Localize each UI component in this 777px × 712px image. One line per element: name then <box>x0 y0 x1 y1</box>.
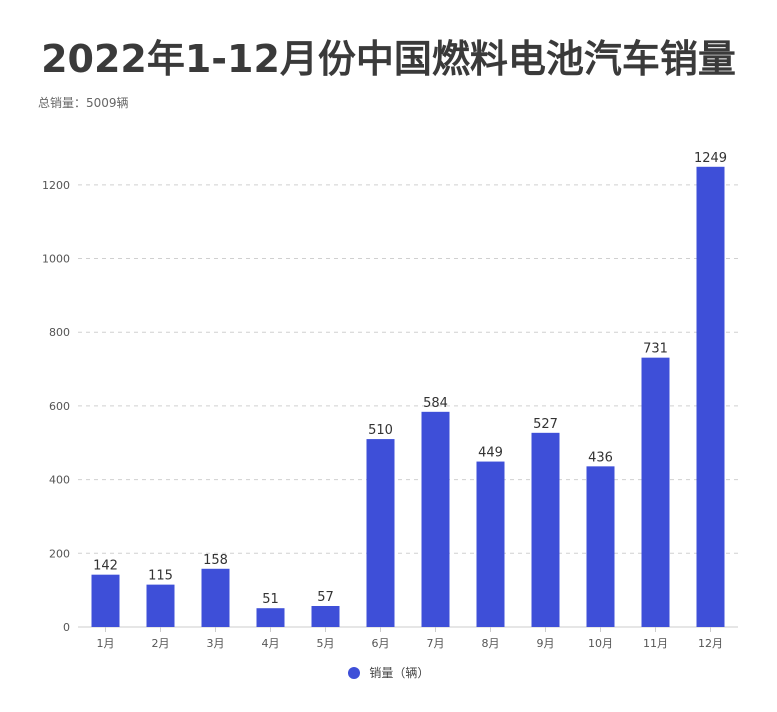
x-tick-label: 2月 <box>152 637 170 650</box>
y-tick-label: 1200 <box>42 179 70 192</box>
chart-subtitle: 总销量：5009辆 <box>38 96 129 110</box>
bar[interactable] <box>366 439 395 627</box>
data-label: 510 <box>368 423 393 438</box>
bar[interactable] <box>586 466 615 627</box>
legend-marker-icon <box>347 667 360 679</box>
y-tick-label: 400 <box>49 474 70 487</box>
gridlines <box>78 184 738 554</box>
x-tick-label: 11月 <box>643 637 668 650</box>
bar[interactable] <box>201 568 230 627</box>
x-tick-label: 8月 <box>482 637 500 650</box>
bar[interactable] <box>421 411 450 627</box>
data-label: 115 <box>148 569 173 584</box>
data-label: 158 <box>203 553 228 568</box>
data-label: 584 <box>423 396 448 411</box>
bar[interactable] <box>476 461 505 627</box>
bar[interactable] <box>256 608 285 627</box>
x-tick-label: 9月 <box>537 637 555 650</box>
bar[interactable] <box>531 432 560 627</box>
bar[interactable] <box>311 605 340 627</box>
bar[interactable] <box>696 166 725 627</box>
data-labels: 142 115 158 51 57 510 584 449 527 436 731 1249 <box>93 151 727 607</box>
x-tick-label: 4月 <box>262 637 280 650</box>
x-tick-label: 12月 <box>698 637 723 650</box>
data-label: 57 <box>317 590 334 605</box>
y-tick-label: 200 <box>49 547 70 560</box>
y-tick-label: 600 <box>49 400 70 413</box>
legend[interactable]: 销量（辆） <box>0 664 777 681</box>
data-label: 51 <box>262 592 279 607</box>
x-tick-label: 10月 <box>588 637 613 650</box>
axes: 0 200 400 600 800 1000 1200 1月 2月 3月 4月 5月 6月 7月 8月 9月 1… <box>42 179 738 650</box>
x-tick-label: 1月 <box>97 637 115 650</box>
y-tick-label: 0 <box>63 621 70 634</box>
data-label: 449 <box>478 446 503 461</box>
bar[interactable] <box>641 357 670 627</box>
data-label: 436 <box>588 450 613 465</box>
data-label: 142 <box>93 559 118 574</box>
bar[interactable] <box>146 584 175 627</box>
y-tick-label: 1000 <box>42 253 70 266</box>
data-label: 1249 <box>694 151 727 166</box>
y-tick-label: 800 <box>49 326 70 339</box>
x-tick-label: 5月 <box>317 637 335 650</box>
bars <box>91 166 725 627</box>
legend-label: 销量（辆） <box>369 666 430 680</box>
data-label: 731 <box>643 342 668 357</box>
bar[interactable] <box>91 574 120 627</box>
x-tick-label: 7月 <box>427 637 445 650</box>
x-tick-label: 3月 <box>207 637 225 650</box>
chart-title: 2022年1-12月份中国燃料电池汽车销量 <box>41 37 736 81</box>
x-tick-label: 6月 <box>372 637 390 650</box>
data-label: 527 <box>533 417 558 432</box>
